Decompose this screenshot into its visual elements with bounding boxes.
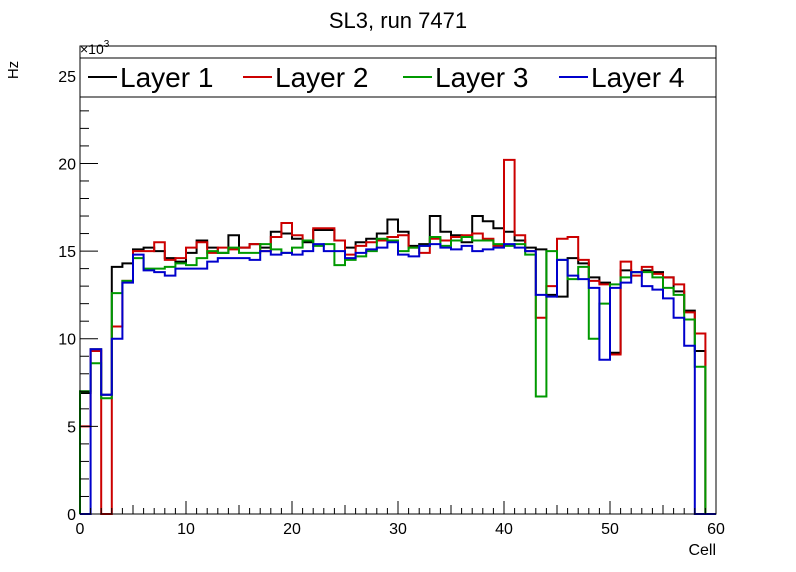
x-axis: 0 10 20 30 40 50 60 <box>76 501 725 538</box>
series-line-layer-4 <box>80 241 716 515</box>
series-layer <box>79 158 716 515</box>
y-axis: 0 5 10 15 20 25 <box>58 57 98 524</box>
y-multiplier-exponent: 3 <box>104 39 110 50</box>
x-tick-label: 10 <box>177 521 195 538</box>
y-tick-label: 5 <box>67 419 76 436</box>
legend-box <box>79 57 717 98</box>
legend-label-layer-4: Layer 4 <box>591 62 684 93</box>
y-multiplier-base: ×10 <box>80 41 104 57</box>
series-line-layer-3 <box>79 236 716 515</box>
y-tick-label: 25 <box>58 69 76 86</box>
x-tick-label: 20 <box>283 521 301 538</box>
y-multiplier: ×103 <box>80 39 110 57</box>
y-axis-label: Hz <box>5 61 22 79</box>
y-tick-label: 15 <box>58 244 76 261</box>
legend-label-layer-2: Layer 2 <box>275 62 368 93</box>
legend-label-layer-1: Layer 1 <box>120 62 213 93</box>
chart-title: SL3, run 7471 <box>329 8 467 33</box>
y-tick-label: 20 <box>58 156 76 173</box>
x-tick-label: 0 <box>76 521 85 538</box>
legend: Layer 1 Layer 2 Layer 3 Layer 4 <box>79 57 717 98</box>
legend-label-layer-3: Layer 3 <box>435 62 528 93</box>
x-tick-label: 40 <box>495 521 513 538</box>
x-axis-label: Cell <box>688 542 716 559</box>
y-tick-label: 0 <box>67 507 76 524</box>
x-tick-label: 30 <box>389 521 407 538</box>
x-tick-label: 50 <box>601 521 619 538</box>
x-tick-label: 60 <box>707 521 725 538</box>
y-tick-label: 10 <box>58 332 76 349</box>
